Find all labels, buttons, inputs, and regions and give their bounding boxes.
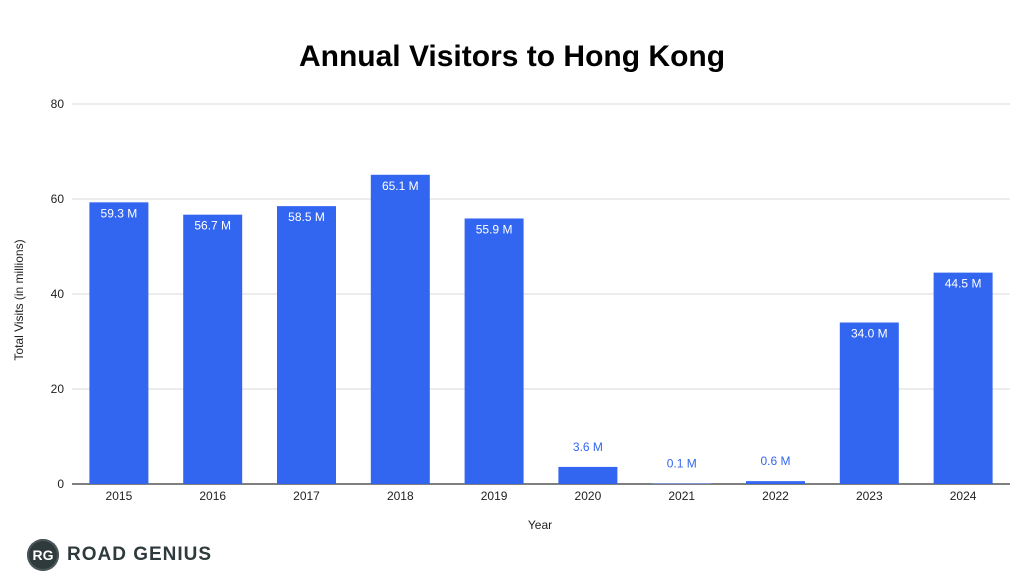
data-label-2015: 59.3 M [101, 206, 138, 220]
data-label-2020: 3.6 M [573, 440, 603, 454]
x-tick-label-2019: 2019 [481, 489, 508, 503]
x-tick-label-2018: 2018 [387, 489, 414, 503]
x-tick-label-2022: 2022 [762, 489, 789, 503]
y-tick-label: 60 [51, 192, 65, 206]
data-label-2016: 56.7 M [194, 219, 231, 233]
bar-2022 [746, 481, 805, 484]
logo-text: ROAD GENIUS [67, 544, 213, 565]
x-tick-label-2023: 2023 [856, 489, 883, 503]
data-label-2019: 55.9 M [476, 222, 513, 236]
y-tick-label: 40 [51, 287, 65, 301]
data-label-2022: 0.6 M [760, 454, 790, 468]
bar-2024 [933, 272, 993, 484]
bar-2019 [464, 218, 524, 484]
logo-badge-icon: RG [27, 539, 59, 571]
road-genius-logo: RG ROAD GENIUS [27, 538, 212, 572]
data-label-2023: 34.0 M [851, 327, 888, 341]
x-tick-label-2015: 2015 [106, 489, 133, 503]
logo-initials: RG [32, 547, 54, 563]
bar-2018 [370, 174, 430, 484]
x-tick-label-2016: 2016 [199, 489, 226, 503]
y-axis-title: Total Visits (in millions) [12, 239, 26, 361]
data-label-2021: 0.1 M [667, 457, 697, 471]
y-tick-label: 20 [51, 382, 65, 396]
y-tick-label: 80 [51, 97, 65, 111]
x-tick-label-2017: 2017 [293, 489, 320, 503]
data-label-2024: 44.5 M [945, 277, 982, 291]
bar-2020 [558, 466, 618, 484]
x-tick-label-2024: 2024 [950, 489, 977, 503]
x-axis-title: Year [527, 518, 553, 532]
bar-2016 [183, 214, 243, 485]
bar-2017 [277, 206, 336, 484]
data-label-2017: 58.5 M [288, 210, 325, 224]
x-tick-label-2021: 2021 [668, 489, 695, 503]
x-tick-label-2020: 2020 [575, 489, 602, 503]
y-tick-label: 0 [57, 477, 64, 491]
data-label-2018: 65.1 M [382, 179, 419, 193]
chart-title: Annual Visitors to Hong Kong [298, 40, 726, 73]
bar-2015 [89, 202, 149, 484]
bar-2023 [839, 322, 899, 484]
